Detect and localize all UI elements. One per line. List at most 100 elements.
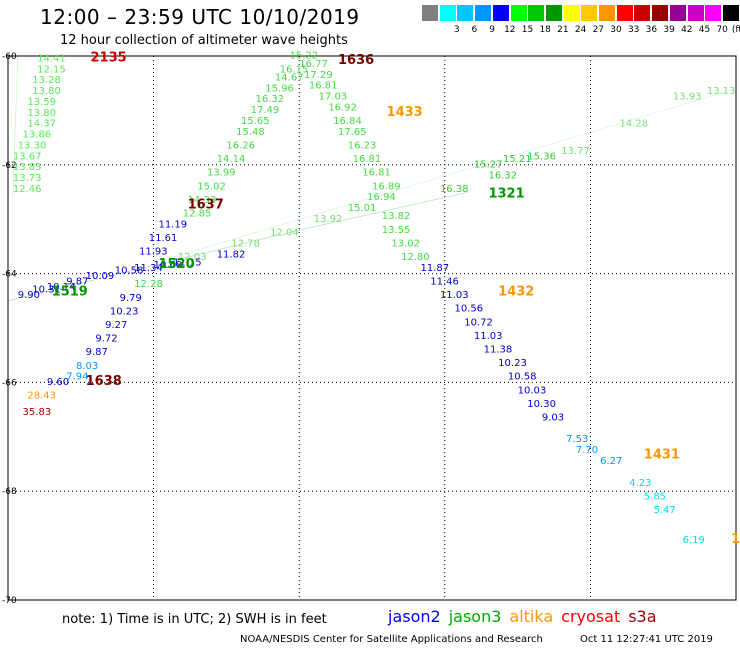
wave-reading: 16.84 xyxy=(333,116,362,127)
wave-reading: 16.26 xyxy=(226,140,255,151)
wave-reading: 17.29 xyxy=(304,70,333,81)
wave-reading: 15.21 xyxy=(503,154,532,165)
scale-label: 33 xyxy=(627,25,640,35)
wave-reading: 13.30 xyxy=(18,140,47,151)
wave-reading: 16.92 xyxy=(328,102,357,113)
wave-reading: 13.82 xyxy=(382,211,411,222)
wave-reading: 16.32 xyxy=(256,94,285,105)
wave-reading: 13.28 xyxy=(32,75,61,86)
wave-reading: 14.37 xyxy=(27,119,56,130)
wave-reading: 9.72 xyxy=(95,334,117,345)
lat-label: -68 xyxy=(2,487,17,497)
wave-reading: 13.67 xyxy=(13,151,42,162)
wave-reading: 7.70 xyxy=(576,445,598,456)
scale-label: 70 xyxy=(716,25,728,35)
time-label: 1638 xyxy=(86,374,122,389)
wave-reading: 16.77 xyxy=(299,59,328,70)
wave-reading: 10.23 xyxy=(110,306,139,317)
wave-reading: 16.32 xyxy=(488,170,517,181)
wave-reading: 11.82 xyxy=(217,249,246,260)
wave-reading: 12.15 xyxy=(37,64,66,75)
scale-swatch xyxy=(510,5,527,21)
scale-label: 12 xyxy=(504,25,516,35)
credit-text: NOAA/NESDIS Center for Satellite Applica… xyxy=(240,634,543,645)
scale-label: 9 xyxy=(489,25,495,35)
wave-reading: 16.94 xyxy=(367,192,396,203)
scale-swatch xyxy=(687,5,704,21)
wave-reading: 13.93 xyxy=(673,92,702,103)
time-label: 1321 xyxy=(488,186,524,201)
scale-label: 15 xyxy=(521,25,534,35)
wave-reading: 6.27 xyxy=(600,456,622,467)
wave-reading: 16.81 xyxy=(362,168,391,179)
wave-reading: 10.58 xyxy=(115,266,144,277)
wave-reading: 15.96 xyxy=(265,83,294,94)
wave-reading: 13.13 xyxy=(707,86,736,97)
scale-swatch xyxy=(492,5,509,21)
wave-reading: 13.55 xyxy=(382,225,411,236)
wave-reading: 16.38 xyxy=(440,184,469,195)
wave-reading: 17.49 xyxy=(251,105,280,116)
wave-reading: 11.15 xyxy=(173,257,202,268)
wave-reading: 13.80 xyxy=(32,86,61,97)
wave-reading: 35.83 xyxy=(23,407,52,418)
scale-label: 18 xyxy=(539,25,551,35)
wave-reading: 8.03 xyxy=(76,361,98,372)
wave-reading: 10.68 xyxy=(154,260,183,271)
wave-reading: 17.65 xyxy=(338,127,367,138)
lat-label: -66 xyxy=(2,378,17,388)
wave-reading: 9.27 xyxy=(105,320,127,331)
wave-reading: 4.23 xyxy=(629,478,651,489)
wave-reading: 10.31 xyxy=(32,285,61,296)
scale-label: 45 xyxy=(698,25,711,35)
scale-label: 39 xyxy=(663,25,675,35)
scale-swatch xyxy=(581,5,598,21)
scale-swatch xyxy=(422,5,438,21)
wave-reading: 14.67 xyxy=(275,72,304,83)
scale-label: 36 xyxy=(645,25,658,35)
wave-reading: 15.27 xyxy=(474,160,503,171)
wave-reading: 28.43 xyxy=(27,391,56,402)
scale-swatch xyxy=(652,5,669,21)
wave-reading: 9.60 xyxy=(47,377,69,388)
wave-reading: 12.78 xyxy=(231,238,260,249)
wave-reading: 11.19 xyxy=(158,219,187,230)
scale-label: 42 xyxy=(681,25,693,35)
scale-swatch xyxy=(563,5,580,21)
wave-reading: 11.34 xyxy=(134,263,163,274)
wave-reading: 15.01 xyxy=(348,203,377,214)
page-subtitle: 12 hour collection of altimeter wave hei… xyxy=(60,33,348,48)
wave-reading: 12.28 xyxy=(134,279,163,290)
wave-reading: 13.59 xyxy=(27,97,56,108)
legend-item-altika: altika xyxy=(509,607,554,626)
wave-reading: 11.46 xyxy=(430,276,459,287)
scale-label: 24 xyxy=(574,25,587,35)
scale-swatch xyxy=(705,5,722,21)
scale-label: 6 xyxy=(471,25,478,35)
wave-reading: 7.53 xyxy=(566,434,588,445)
scale-label: 21 xyxy=(557,25,569,35)
wave-reading: 9.87 xyxy=(86,347,108,358)
wave-reading: 13.80 xyxy=(27,108,56,119)
time-label: 1636 xyxy=(338,53,374,68)
wave-reading: 5.47 xyxy=(653,505,675,516)
lat-label: -70 xyxy=(2,596,17,605)
wave-reading: 14.28 xyxy=(620,119,649,130)
wave-reading: 15.48 xyxy=(236,127,265,138)
scale-swatch xyxy=(599,5,615,21)
wave-reading: 16.81 xyxy=(353,154,382,165)
wave-reading: 16.23 xyxy=(348,140,377,151)
wave-reading: 9.90 xyxy=(18,290,40,301)
track-line xyxy=(172,88,737,258)
wave-reading: 10.30 xyxy=(527,399,556,410)
wave-reading: 5.85 xyxy=(644,491,666,502)
wave-reading: 16.89 xyxy=(372,181,401,192)
wave-reading: 13.99 xyxy=(207,168,236,179)
legend-item-s3a: s3a xyxy=(628,607,657,626)
wave-reading: 9.03 xyxy=(542,412,564,423)
lat-label: -62 xyxy=(2,161,17,171)
wave-reading: 10.58 xyxy=(508,372,537,383)
wave-reading: 13.77 xyxy=(561,146,590,157)
scale-swatch xyxy=(475,5,492,21)
legend-item-cryosat: cryosat xyxy=(561,607,621,626)
